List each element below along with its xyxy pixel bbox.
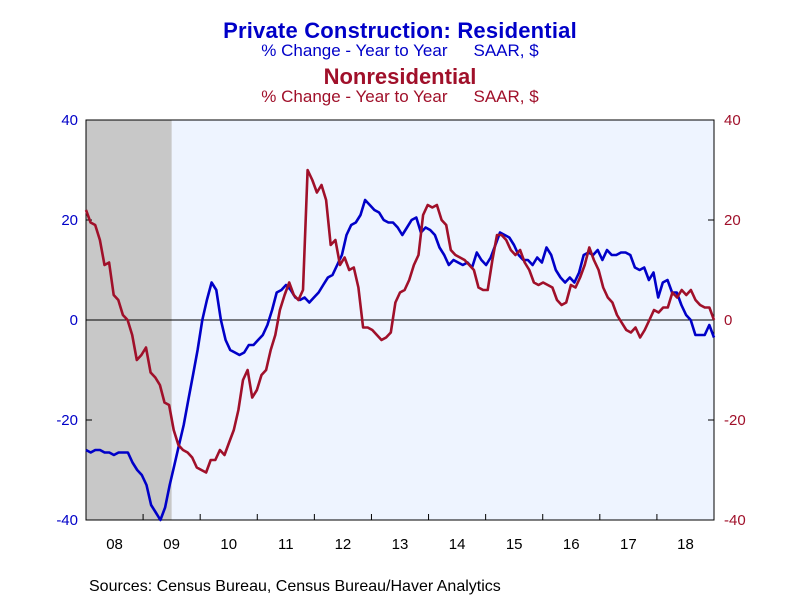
- source-note: Sources: Census Bureau, Census Bureau/Ha…: [89, 578, 501, 595]
- y-tick-label-left: 40: [61, 112, 78, 129]
- series-line-nonresidential: [84, 168, 716, 474]
- y-tick-label-left: -20: [56, 412, 78, 429]
- x-tick-label: 11: [278, 536, 294, 553]
- chart-title-residential: Private Construction: Residential: [223, 18, 577, 43]
- subtitle-residential-a: % Change - Year to Year: [261, 41, 448, 60]
- series-line-residential: [85, 198, 716, 522]
- y-tick-label-left: -40: [56, 512, 78, 529]
- y-tick-label-right: -40: [724, 512, 746, 529]
- x-tick-label: 12: [335, 536, 352, 553]
- chart-title-nonresidential: Nonresidential: [323, 64, 477, 89]
- subtitle-residential: % Change - Year to Year SAAR, $: [0, 41, 800, 61]
- y-tick-label-right: 20: [724, 212, 741, 229]
- subtitle-nonresidential: % Change - Year to Year SAAR, $: [0, 87, 800, 107]
- x-tick-label: 14: [449, 536, 466, 553]
- x-tick-label: 18: [677, 536, 694, 553]
- y-tick-label-left: 0: [70, 312, 78, 329]
- x-tick-label: 17: [620, 536, 637, 553]
- y-tick-label-right: 0: [724, 312, 732, 329]
- x-tick-label: 08: [106, 536, 123, 553]
- x-tick-label: 10: [220, 536, 237, 553]
- x-tick-label: 13: [392, 536, 409, 553]
- y-tick-label-right: 40: [724, 112, 741, 129]
- x-tick-label: 09: [163, 536, 180, 553]
- x-tick-label: 15: [506, 536, 523, 553]
- y-tick-label-left: 20: [61, 212, 78, 229]
- subtitle-residential-b: SAAR, $: [473, 41, 539, 60]
- subtitle-nonresidential-b: SAAR, $: [473, 87, 539, 106]
- x-tick-label: 16: [563, 536, 580, 553]
- y-tick-label-right: -20: [724, 412, 746, 429]
- subtitle-nonresidential-a: % Change - Year to Year: [261, 87, 448, 106]
